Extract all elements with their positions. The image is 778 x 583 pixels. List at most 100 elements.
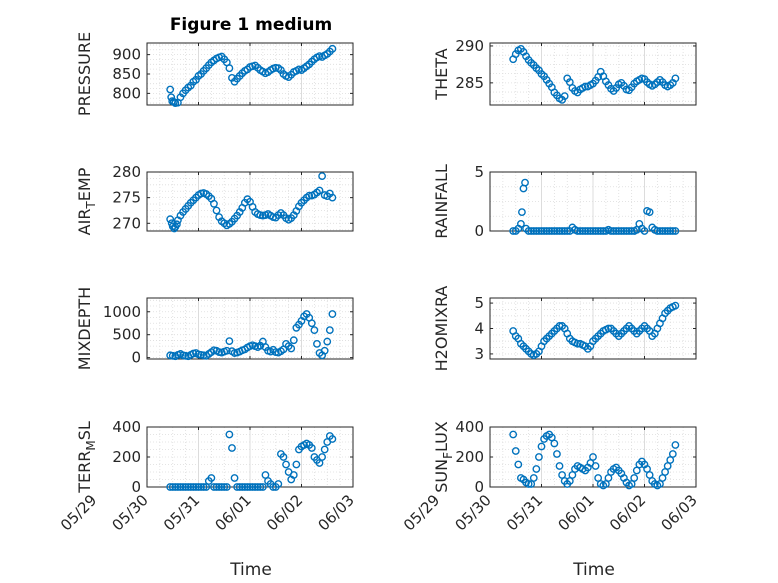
data-point <box>305 191 314 200</box>
y-tick-label: 290 <box>455 37 484 55</box>
data-point <box>168 483 177 491</box>
data-point <box>589 453 597 461</box>
y-axis-label: PRESSURE <box>75 32 94 116</box>
data-point <box>560 227 569 235</box>
x-axis-label-right: Time <box>572 560 615 580</box>
y-tick-label: 800 <box>112 84 141 102</box>
data-point <box>532 465 541 473</box>
x-tick-label: 06/01 <box>555 491 598 534</box>
x-tick-label: 05/30 <box>452 491 495 534</box>
data-point <box>668 450 677 458</box>
data-point <box>176 483 185 491</box>
data-point <box>630 474 639 482</box>
x-tick-label: 05/29 <box>57 491 100 534</box>
data-point <box>671 301 680 310</box>
subplot-6: 3 4 5 H2OMIXRA <box>432 286 697 372</box>
y-tick-label: 200 <box>455 448 484 466</box>
data-point <box>279 453 288 461</box>
data-point <box>658 227 667 235</box>
data-point <box>215 483 224 491</box>
data-point <box>225 64 234 73</box>
y-tick-label: 3 <box>474 345 484 363</box>
x-tick-label: 05/31 <box>160 491 203 534</box>
data-point <box>323 337 332 346</box>
data-point <box>671 227 680 235</box>
subplot-7: 0 200 400 05/29 05/30 05/31 06/01 06/02 06/03 TER… <box>57 418 358 534</box>
data-point <box>172 220 181 229</box>
data-point <box>550 227 559 235</box>
data-point <box>560 92 569 101</box>
data-point <box>233 483 242 491</box>
data-point <box>320 346 329 355</box>
data-point <box>529 474 538 482</box>
data-point <box>225 337 234 346</box>
data-point <box>181 483 190 491</box>
data-point <box>246 483 254 491</box>
y-axis-label: H2OMIXRA <box>432 286 451 372</box>
subplot-5: 0 500 1000 MIXDEPTH <box>75 287 354 370</box>
data-point <box>256 483 265 491</box>
data-point <box>199 483 208 491</box>
data-point <box>228 444 236 452</box>
data-point <box>671 74 680 83</box>
data-point <box>661 227 669 235</box>
y-tick-label: 285 <box>455 74 484 92</box>
data-point <box>524 480 533 488</box>
data-point <box>535 453 543 461</box>
data-point <box>558 227 566 235</box>
y-tick-label: 275 <box>112 189 141 207</box>
data-point <box>594 227 603 235</box>
y-axis-label: SUNFLUX <box>432 421 455 493</box>
x-axis-label-left: Time <box>229 560 272 580</box>
data-point <box>518 208 526 217</box>
data-point <box>210 483 218 491</box>
data-point <box>653 227 662 235</box>
data-point <box>325 326 334 335</box>
data-point <box>625 227 633 235</box>
data-point <box>307 444 316 452</box>
y-tick-label: 1000 <box>103 303 141 321</box>
y-tick-label: 900 <box>112 46 141 64</box>
data-point <box>220 483 229 491</box>
data-point <box>527 227 536 235</box>
data-point <box>169 98 178 106</box>
data-point <box>596 227 605 235</box>
data-point <box>166 85 175 94</box>
data-point <box>542 227 551 235</box>
data-point <box>251 483 260 491</box>
data-point <box>535 227 543 235</box>
data-point <box>614 227 623 235</box>
data-point <box>189 483 198 491</box>
data-point <box>553 227 561 235</box>
y-tick-label: 0 <box>474 222 484 240</box>
data-point <box>274 480 283 488</box>
data-point <box>313 339 321 348</box>
data-point <box>315 186 324 195</box>
data-point <box>328 193 337 202</box>
data-point <box>307 319 316 328</box>
data-point <box>509 430 518 439</box>
data-point <box>186 483 195 491</box>
data-point <box>581 227 590 235</box>
data-point <box>287 344 296 353</box>
data-point <box>289 336 298 345</box>
data-point <box>511 447 520 455</box>
data-point <box>328 310 337 318</box>
data-point <box>578 227 587 235</box>
y-tick-label: 400 <box>112 418 141 436</box>
x-tick-label: 05/29 <box>400 491 443 534</box>
x-tick-label: 06/01 <box>212 491 255 534</box>
data-point <box>292 460 301 469</box>
data-point <box>521 178 529 187</box>
data-point <box>622 227 631 235</box>
data-point <box>617 227 626 235</box>
data-point <box>609 227 618 235</box>
data-point <box>532 227 541 235</box>
data-point <box>222 346 231 355</box>
y-tick-label: 5 <box>474 163 484 181</box>
y-tick-label: 500 <box>112 326 141 344</box>
data-point <box>171 483 180 491</box>
subplot-4: 0 5 RAINFALL <box>432 163 697 240</box>
